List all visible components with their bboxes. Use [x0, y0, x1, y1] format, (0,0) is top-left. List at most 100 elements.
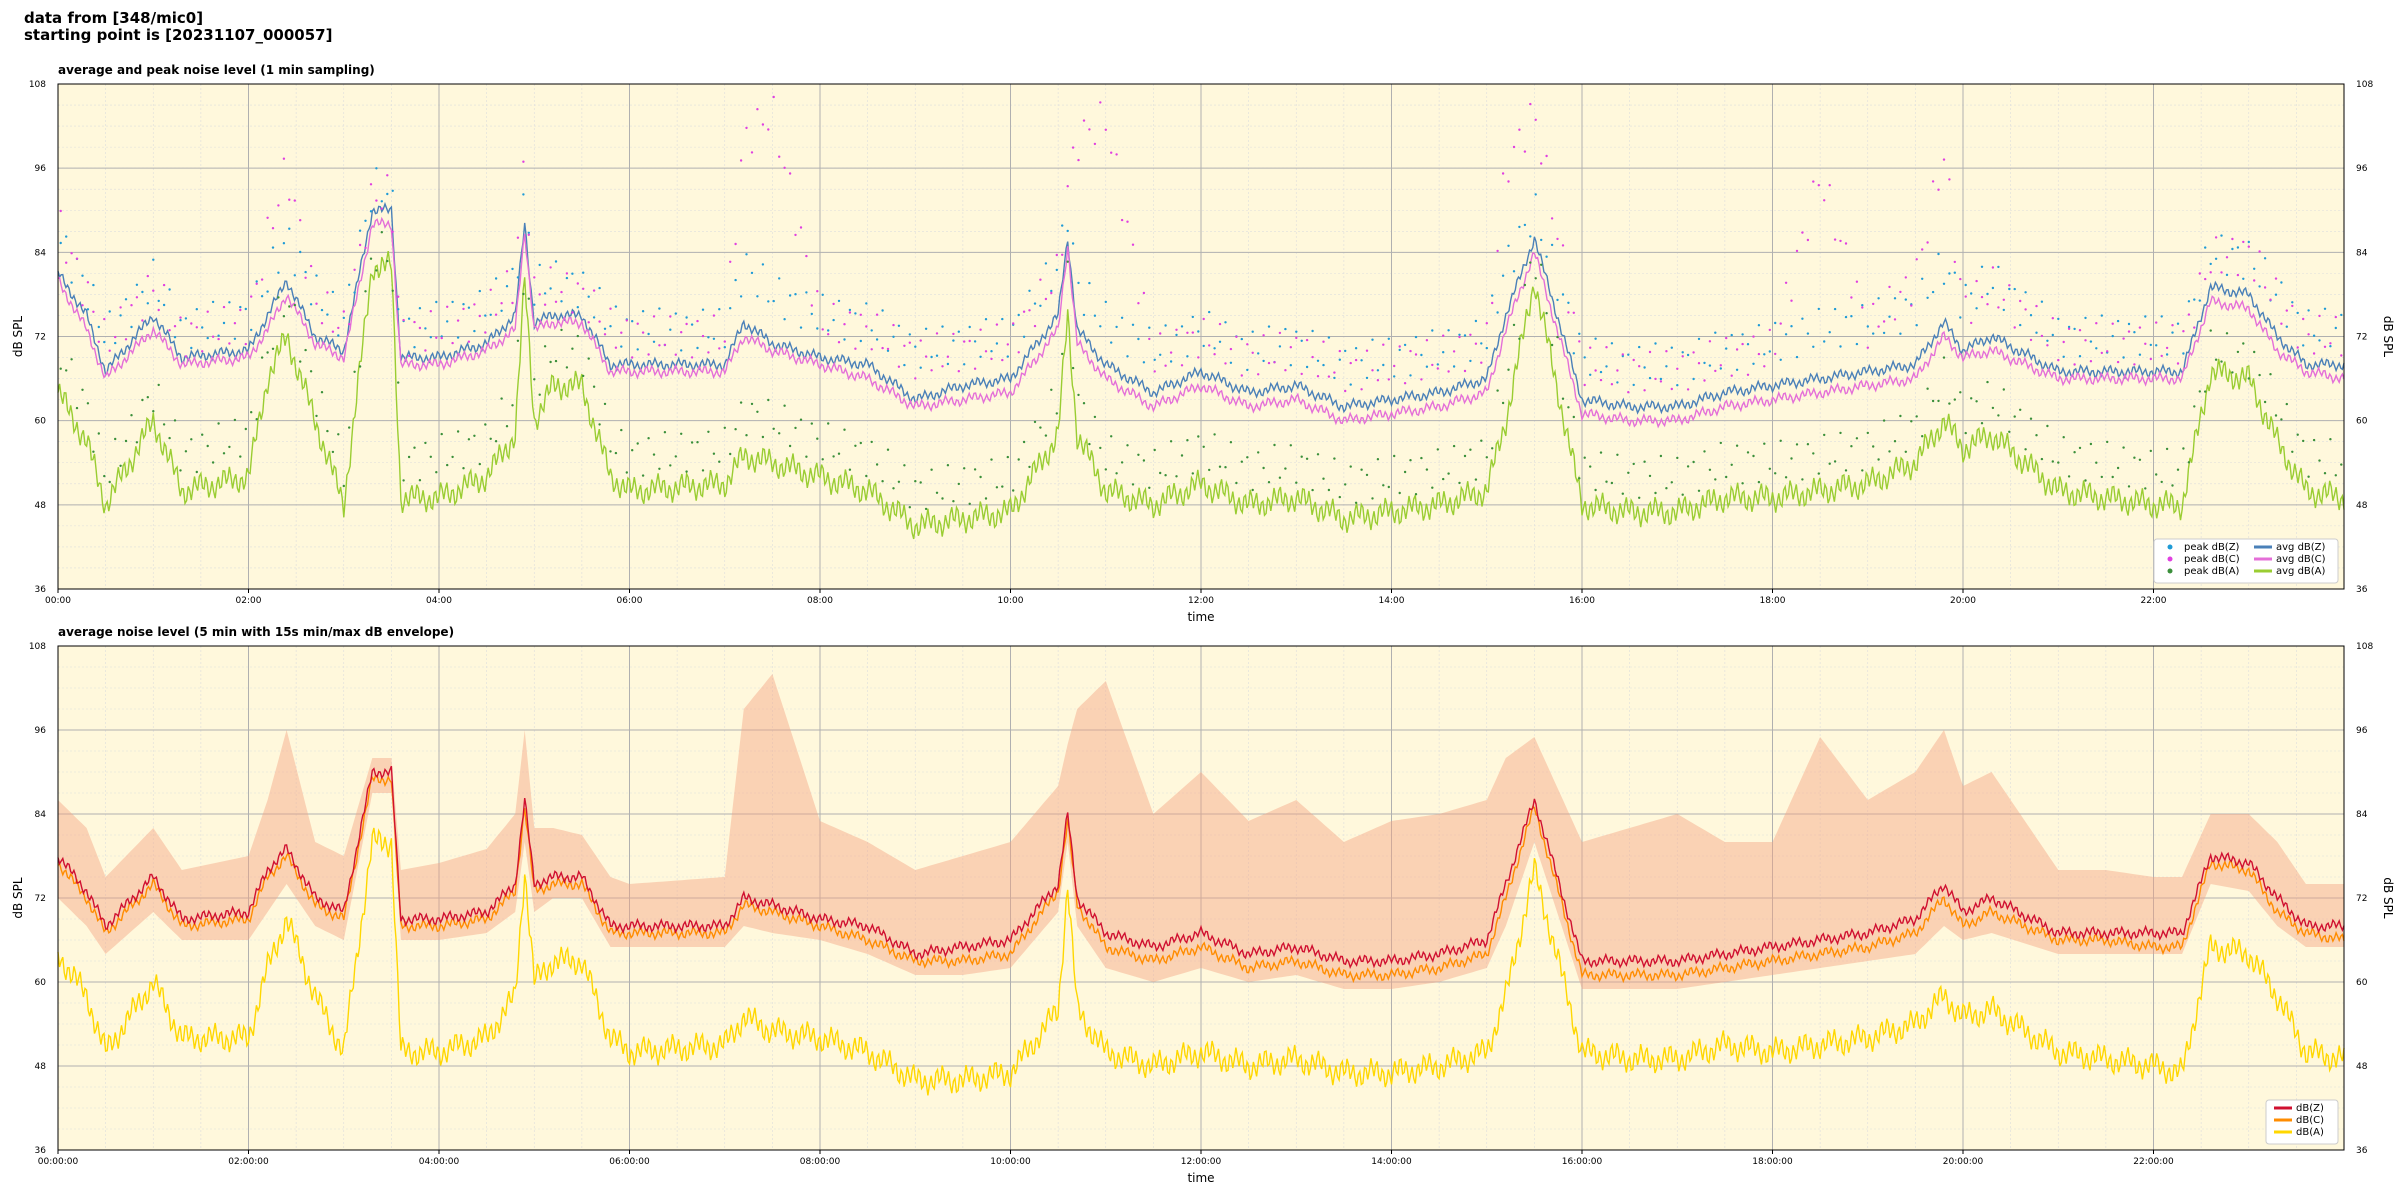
- peak-point: [277, 271, 280, 274]
- peak-point: [973, 340, 977, 343]
- peak-point: [1088, 281, 1091, 285]
- peak-point: [1774, 321, 1777, 325]
- peak-point: [1866, 431, 1870, 435]
- peak-point: [1022, 310, 1026, 313]
- peak-point: [865, 474, 868, 478]
- peak-point: [162, 423, 166, 426]
- peak-point: [2171, 484, 2174, 487]
- peak-point: [1191, 315, 1195, 319]
- peak-point: [473, 329, 476, 333]
- peak-point: [908, 506, 911, 509]
- peak-point: [603, 402, 607, 406]
- peak-point: [260, 295, 264, 298]
- peak-point: [1131, 243, 1135, 246]
- peak-point: [1349, 465, 1352, 468]
- peak-point: [1643, 366, 1646, 369]
- x-tick-label: 02:00: [236, 596, 262, 606]
- peak-point: [875, 463, 879, 466]
- peak-point: [1077, 158, 1080, 162]
- peak-point: [2002, 308, 2006, 312]
- peak-point: [1322, 477, 1325, 480]
- peak-point: [391, 189, 394, 192]
- peak-point: [1507, 180, 1510, 183]
- peak-point: [135, 296, 139, 299]
- peak-point: [1300, 455, 1303, 458]
- peak-point: [963, 340, 966, 343]
- peak-point: [1148, 326, 1151, 329]
- peak-point: [881, 480, 884, 483]
- peak-point: [217, 337, 220, 341]
- peak-point: [282, 242, 286, 245]
- peak-point: [1594, 337, 1597, 340]
- peak-point: [1806, 238, 1810, 242]
- peak-point: [881, 309, 884, 312]
- peak-point: [211, 335, 215, 338]
- peak-point: [1980, 295, 1984, 299]
- peak-point: [1333, 457, 1336, 460]
- peak-point: [282, 315, 286, 318]
- peak-point: [1039, 426, 1042, 429]
- peak-point: [1567, 406, 1570, 409]
- peak-point: [1262, 466, 1265, 470]
- legend-label: dB(A): [2296, 1127, 2324, 1138]
- peak-point: [1948, 272, 1951, 275]
- peak-point: [995, 342, 999, 345]
- peak-point: [2024, 308, 2027, 311]
- peak-point: [2312, 352, 2316, 355]
- peak-point: [494, 313, 498, 316]
- peak-point: [674, 312, 677, 315]
- peak-point: [1523, 283, 1527, 287]
- peak-point: [271, 347, 275, 350]
- peak-point: [1403, 470, 1407, 474]
- peak-point: [2149, 343, 2152, 347]
- peak-point: [1284, 467, 1287, 470]
- peak-point: [424, 441, 427, 445]
- peak-point: [516, 236, 520, 239]
- peak-point: [173, 336, 177, 339]
- peak-point: [1012, 322, 1015, 325]
- peak-point: [843, 323, 846, 326]
- peak-point: [2057, 461, 2060, 464]
- peak-point: [1387, 485, 1391, 489]
- peak-point: [250, 328, 253, 332]
- peak-point: [1235, 335, 1238, 338]
- peak-point: [2029, 314, 2033, 317]
- peak-point: [636, 442, 639, 445]
- peak-point: [1681, 493, 1684, 496]
- peak-point: [386, 259, 389, 263]
- peak-point: [364, 290, 367, 293]
- peak-point: [1077, 393, 1080, 397]
- peak-point: [1316, 359, 1320, 362]
- peak-point: [1284, 369, 1287, 372]
- peak-point: [1208, 468, 1211, 472]
- y-tick-label-right: 84: [2356, 810, 2368, 820]
- peak-point: [407, 354, 411, 358]
- peak-point: [1061, 253, 1064, 256]
- peak-point: [1801, 317, 1804, 320]
- peak-point: [1033, 420, 1037, 424]
- peak-point: [1931, 399, 1935, 403]
- peak-point: [1627, 391, 1630, 394]
- peak-point: [446, 320, 449, 323]
- peak-point: [848, 311, 852, 314]
- peak-point: [500, 302, 503, 305]
- peak-point: [1904, 450, 1908, 453]
- peak-point: [647, 332, 650, 336]
- y-tick-label-left: 36: [35, 585, 47, 595]
- peak-point: [1246, 368, 1249, 372]
- peak-point: [1670, 481, 1674, 484]
- peak-point: [1746, 451, 1750, 454]
- peak-point: [1948, 402, 1951, 405]
- peak-point: [1338, 358, 1342, 361]
- peak-point: [309, 264, 313, 268]
- peak-point: [1893, 440, 1897, 443]
- peak-point: [1534, 193, 1537, 196]
- peak-point: [816, 290, 819, 293]
- legend-box: [2153, 538, 2339, 584]
- peak-point: [97, 325, 101, 329]
- peak-point: [2144, 315, 2147, 318]
- peak-point: [1594, 488, 1597, 492]
- peak-point: [1240, 460, 1244, 463]
- peak-point: [1942, 158, 1946, 161]
- peak-point: [473, 434, 476, 437]
